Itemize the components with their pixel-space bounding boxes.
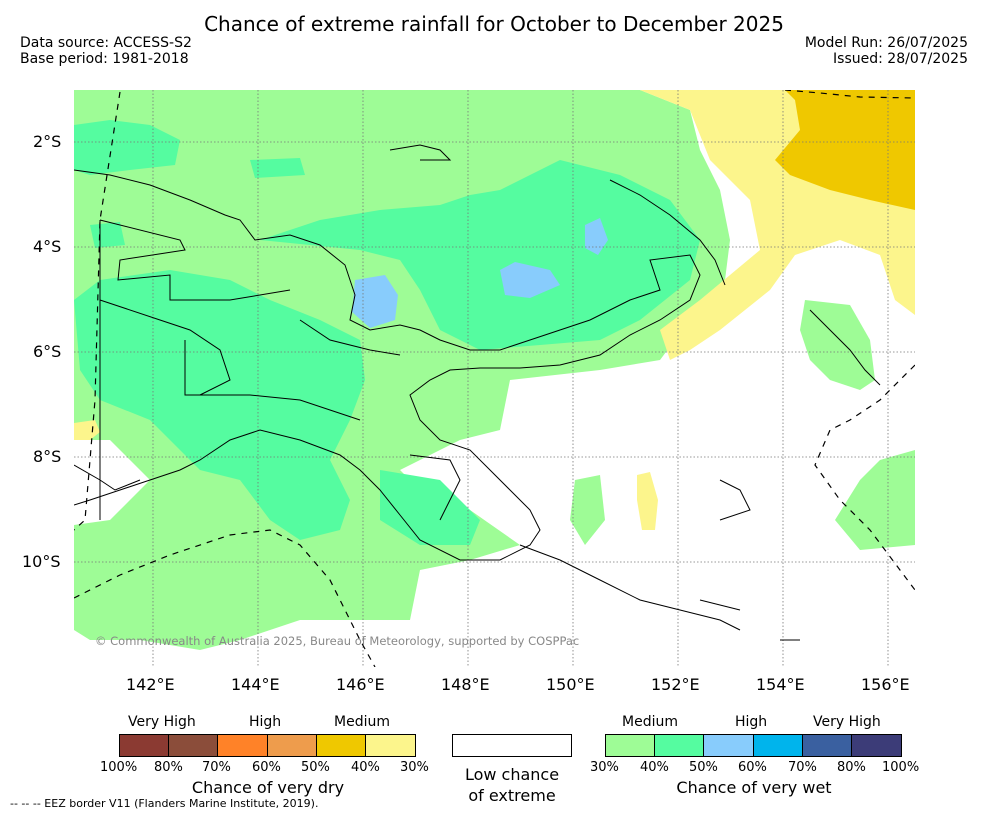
wet-tick: 50%: [689, 760, 718, 775]
dry-tick: 40%: [351, 760, 380, 775]
lon-label-142e: 142°E: [126, 675, 175, 694]
wet-high-region-2: [500, 262, 560, 298]
dry-colorbar: [119, 734, 416, 757]
dry-legend-high: High: [249, 714, 282, 730]
lon-label-152e: 152°E: [651, 675, 700, 694]
lat-label-8s: 8°S: [33, 447, 62, 466]
wet-legend-caption: Chance of very wet: [676, 778, 832, 797]
lon-label-146e: 146°E: [336, 675, 385, 694]
wet-medium-southeast: [835, 450, 915, 550]
lat-label-6s: 6°S: [33, 342, 62, 361]
dry-tick: 70%: [202, 760, 231, 775]
wet-legend-high: High: [735, 714, 768, 730]
lon-label-144e: 144°E: [231, 675, 280, 694]
wet-medium-high-main: [260, 160, 700, 350]
wet-high-region-3: [585, 218, 608, 255]
wet-tick: 70%: [788, 760, 817, 775]
low-chance-line1: Low chance: [464, 765, 560, 784]
dry-medium-region: [775, 90, 915, 210]
wet-swatch: [654, 734, 704, 757]
wet-swatch: [753, 734, 803, 757]
wet-medium-high-west: [74, 270, 365, 540]
dry-swatch: [168, 734, 218, 757]
dry-tick: 30%: [400, 760, 429, 775]
lon-label-148e: 148°E: [441, 675, 490, 694]
dry-swatch: [365, 734, 416, 757]
dry-legend-very-high: Very High: [128, 714, 196, 730]
graticule: [74, 90, 915, 667]
wet-medium-high-small: [90, 222, 125, 248]
meta-left: Data source: ACCESS-S2 Base period: 1981…: [20, 35, 192, 67]
wet-colorbar: [605, 734, 902, 757]
wet-medium-small: [570, 475, 605, 545]
low-chance-caption: Low chance of extreme: [432, 764, 592, 806]
wet-swatch: [605, 734, 655, 757]
dry-legend-medium: Medium: [334, 714, 390, 730]
wet-tick: 30%: [590, 760, 619, 775]
lat-label-10s: 10°S: [22, 552, 61, 571]
low-chance-line2: of extreme: [468, 786, 556, 805]
wet-medium-high-south: [380, 470, 480, 545]
wet-legend-medium: Medium: [622, 714, 678, 730]
lon-label-150e: 150°E: [546, 675, 595, 694]
coastlines: [74, 144, 881, 641]
wet-swatch: [851, 734, 902, 757]
dry-tick: 60%: [252, 760, 281, 775]
wet-tick: 100%: [882, 760, 920, 775]
wet-tick: 60%: [738, 760, 767, 775]
wet-swatch: [703, 734, 754, 757]
dry-tick: 100%: [100, 760, 138, 775]
wet-swatch: [802, 734, 852, 757]
data-source-label: Data source: ACCESS-S2: [20, 35, 192, 51]
dry-swatch: [267, 734, 317, 757]
dry-swatch: [119, 734, 169, 757]
wet-medium-east-island: [800, 300, 875, 390]
dry-medium-low-small-1: [637, 472, 658, 530]
lon-label-156e: 156°E: [861, 675, 910, 694]
copyright-text: © Commonwealth of Australia 2025, Bureau…: [95, 634, 580, 648]
base-period-label: Base period: 1981-2018: [20, 51, 189, 67]
low-chance-swatch: [452, 734, 572, 757]
meta-right: Model Run: 26/07/2025 Issued: 28/07/2025: [805, 35, 968, 67]
dry-swatch: [316, 734, 366, 757]
dry-tick: 50%: [301, 760, 330, 775]
wet-medium-high-northcenter: [250, 158, 305, 178]
lon-label-154e: 154°E: [756, 675, 805, 694]
wet-tick: 40%: [640, 760, 669, 775]
model-run-label: Model Run: 26/07/2025: [804, 35, 968, 51]
wet-tick: 80%: [837, 760, 866, 775]
eez-borders: [74, 90, 915, 667]
issued-label: Issued: 28/07/2025: [833, 51, 968, 67]
dry-swatch: [217, 734, 268, 757]
wet-legend-very-high: Very High: [813, 714, 881, 730]
page-title: Chance of extreme rainfall for October t…: [204, 12, 784, 36]
map-fields: [74, 90, 915, 667]
wet-medium-high-north: [74, 120, 180, 175]
wet-high-region-1: [352, 275, 398, 328]
eez-footnote: -- -- -- EEZ border V11 (Flanders Marine…: [10, 797, 319, 810]
lat-label-2s: 2°S: [33, 132, 62, 151]
dry-legend-caption: Chance of very dry: [191, 778, 345, 797]
lat-label-4s: 4°S: [33, 237, 62, 256]
dry-tick: 80%: [154, 760, 183, 775]
dry-medium-low-small-2: [74, 420, 100, 440]
